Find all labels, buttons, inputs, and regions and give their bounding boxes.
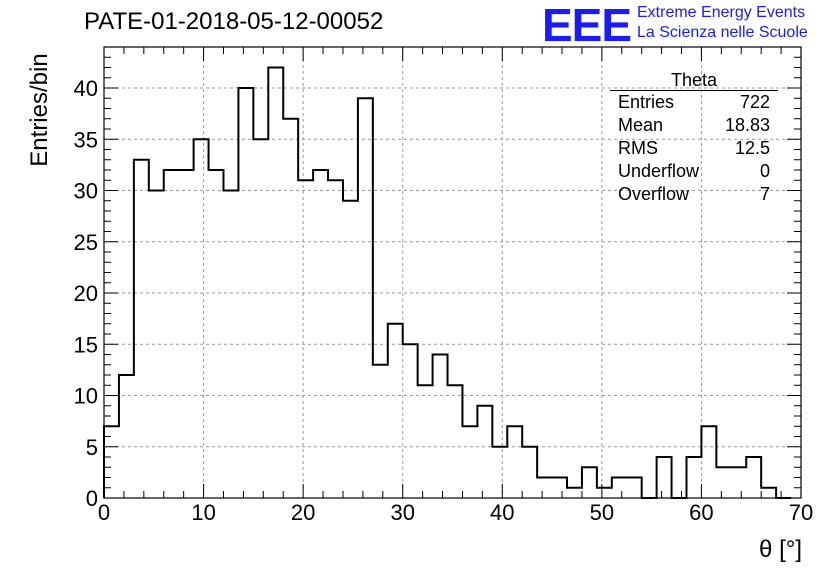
y-tick-label: 15 [74,332,98,357]
stats-label: Overflow [618,184,690,204]
stats-label: Underflow [618,161,700,181]
stats-box: Theta Entries 722 Mean 18.83 RMS 12.5 Un… [610,70,778,206]
stats-value: 18.83 [724,115,770,135]
x-tick-label: 30 [390,500,414,525]
stats-label: RMS [618,138,658,158]
x-tick-label: 50 [590,500,614,525]
plot-frame [103,46,802,499]
histogram-line [103,66,792,499]
y-tick-label: 0 [86,486,98,511]
stats-value: 12.5 [734,138,770,158]
y-axis-label: Entries/bin [26,53,53,167]
y-tick-label: 40 [74,76,98,101]
stats-value: 7 [759,184,770,204]
x-tick-label: 40 [490,500,514,525]
logo-line-2: La Scienza nelle Scuole [637,24,808,41]
stats-label: Entries [618,92,675,112]
stats-label: Mean [618,115,664,135]
logo-line-1: Extreme Energy Events [637,4,806,21]
x-tick-label: 0 [98,500,110,525]
x-tick-label: 70 [789,500,813,525]
x-tick-label: 10 [191,500,215,525]
stats-row-overflow: Overflow 7 [610,183,778,206]
y-tick-label: 10 [74,384,98,409]
stats-value: 722 [739,92,770,112]
y-tick-label: 30 [74,179,98,204]
x-tick-label: 20 [291,500,315,525]
chart-title: PATE-01-2018-05-12-00052 [84,8,384,35]
stats-row-underflow: Underflow 0 [610,160,778,183]
y-tick-label: 20 [74,281,98,306]
stats-row-rms: RMS 12.5 [610,137,778,160]
x-tick-label: 60 [689,500,713,525]
y-tick-label: 35 [74,127,98,152]
stats-row-entries: Entries 722 [610,91,778,114]
y-tick-label: 25 [74,230,98,255]
eee-logo: EEE Extreme Energy Events La Scienza nel… [542,0,832,51]
logo-mark: EEE [542,0,632,51]
stats-value: 0 [759,161,770,181]
x-axis-label: θ [°] [759,536,802,563]
stats-row-mean: Mean 18.83 [610,114,778,137]
y-tick-label: 5 [86,435,98,460]
stats-title: Theta [610,70,778,91]
